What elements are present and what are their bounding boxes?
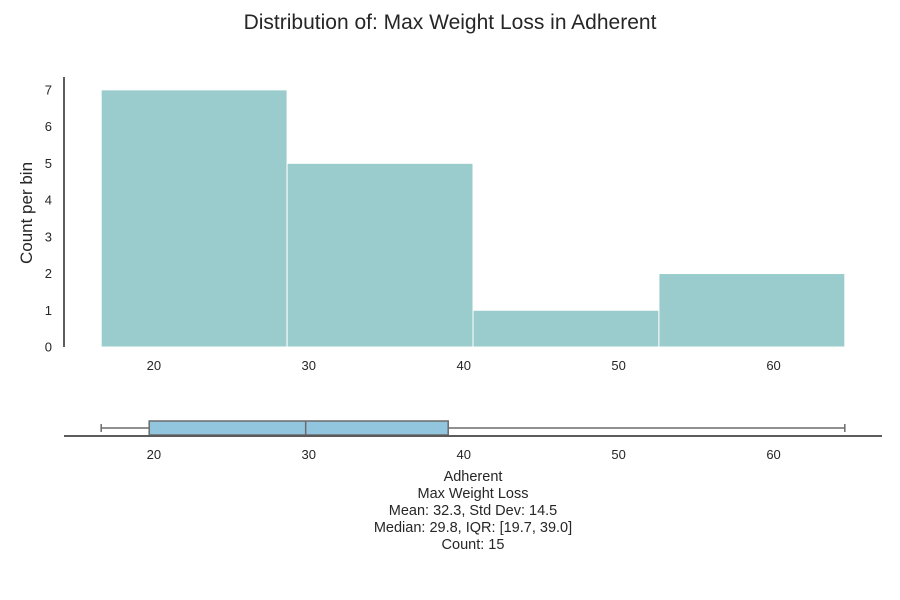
y-tick-label: 2 [45, 266, 52, 281]
stats-line-2: Max Weight Loss [418, 486, 529, 502]
y-tick-label: 6 [45, 119, 52, 134]
boxplot-x-ticks: 20 30 40 50 60 [147, 447, 781, 462]
boxplot-x-tick-label: 20 [147, 447, 161, 462]
stats-line-1: Adherent [444, 469, 503, 485]
histogram-bars [100, 89, 846, 348]
histogram-bar-3 [472, 309, 660, 348]
boxplot-x-tick-label: 60 [766, 447, 780, 462]
x-tick-label: 50 [611, 358, 625, 373]
boxplot-x-tick-label: 40 [456, 447, 470, 462]
chart-title: Distribution of: Max Weight Loss in Adhe… [244, 11, 657, 34]
boxplot-x-tick-label: 30 [302, 447, 316, 462]
histogram-bar-4 [658, 273, 846, 348]
boxplot-x-tick-label: 50 [611, 447, 625, 462]
y-tick-label: 1 [45, 303, 52, 318]
y-tick-label: 4 [45, 193, 52, 208]
histogram-x-ticks: 20 30 40 50 60 [147, 358, 781, 373]
x-tick-label: 60 [766, 358, 780, 373]
y-tick-label: 0 [45, 340, 52, 355]
stats-line-4: Median: 29.8, IQR: [19.7, 39.0] [374, 520, 572, 536]
y-axis-ticks: 0 1 2 3 4 5 6 7 [45, 82, 52, 354]
histogram-bar-1 [100, 89, 288, 348]
boxplot [100, 420, 846, 436]
x-tick-label: 40 [456, 358, 470, 373]
x-tick-label: 30 [302, 358, 316, 373]
stats-line-3: Mean: 32.3, Std Dev: 14.5 [389, 503, 557, 519]
y-tick-label: 3 [45, 229, 52, 244]
histogram-bar-2 [286, 162, 474, 348]
stats-line-5: Count: 15 [442, 537, 505, 553]
y-tick-label: 7 [45, 82, 52, 97]
x-tick-label: 20 [147, 358, 161, 373]
iqr-box [148, 420, 449, 436]
y-axis-label: Count per bin [17, 162, 36, 264]
y-tick-label: 5 [45, 156, 52, 171]
